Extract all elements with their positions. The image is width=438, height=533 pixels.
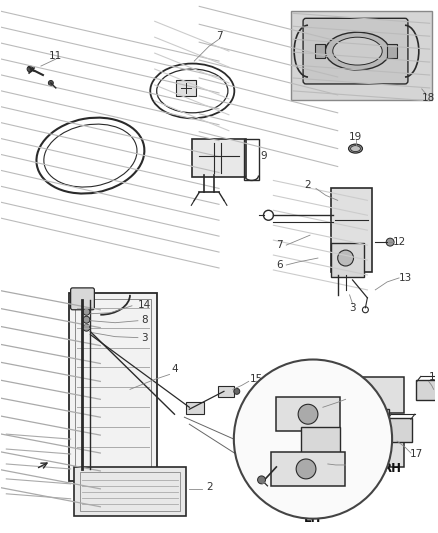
Circle shape: [83, 316, 90, 323]
FancyBboxPatch shape: [331, 243, 364, 277]
Circle shape: [258, 476, 265, 484]
FancyBboxPatch shape: [272, 452, 345, 486]
Text: 12: 12: [392, 237, 406, 247]
FancyBboxPatch shape: [69, 293, 157, 481]
FancyBboxPatch shape: [177, 80, 196, 96]
FancyBboxPatch shape: [218, 386, 234, 397]
FancyBboxPatch shape: [331, 188, 372, 272]
Text: 18: 18: [422, 93, 435, 103]
Circle shape: [386, 238, 394, 246]
Text: 17: 17: [410, 449, 424, 459]
Ellipse shape: [349, 144, 362, 153]
Text: 15: 15: [250, 374, 263, 384]
Circle shape: [353, 384, 375, 406]
Text: 16: 16: [346, 459, 359, 469]
Text: 19: 19: [349, 132, 362, 142]
Text: 5: 5: [349, 392, 356, 402]
FancyBboxPatch shape: [387, 44, 397, 58]
Text: 8: 8: [141, 314, 148, 325]
Circle shape: [298, 404, 318, 424]
Circle shape: [350, 438, 371, 460]
FancyBboxPatch shape: [356, 409, 389, 435]
Text: 14: 14: [138, 300, 152, 310]
Text: 3: 3: [349, 303, 356, 313]
FancyBboxPatch shape: [192, 139, 246, 177]
Circle shape: [234, 360, 392, 519]
Text: 2: 2: [206, 482, 212, 492]
FancyBboxPatch shape: [71, 288, 94, 310]
Text: RH: RH: [383, 463, 402, 475]
Text: 3: 3: [141, 333, 148, 343]
FancyBboxPatch shape: [276, 397, 340, 431]
FancyBboxPatch shape: [74, 467, 186, 516]
FancyBboxPatch shape: [303, 18, 408, 84]
Text: 2: 2: [305, 181, 311, 190]
Ellipse shape: [333, 37, 382, 65]
Text: 20: 20: [247, 479, 260, 489]
Text: 5: 5: [334, 365, 341, 375]
FancyBboxPatch shape: [315, 44, 325, 58]
Text: 7: 7: [215, 31, 223, 41]
Text: 1: 1: [428, 373, 435, 382]
Ellipse shape: [325, 32, 390, 70]
FancyBboxPatch shape: [291, 11, 432, 100]
Text: 11: 11: [49, 51, 63, 61]
Text: LH: LH: [304, 512, 321, 525]
Circle shape: [234, 389, 240, 394]
Circle shape: [296, 459, 316, 479]
FancyBboxPatch shape: [386, 418, 412, 442]
Text: 6: 6: [276, 260, 283, 270]
Text: 7: 7: [276, 240, 283, 250]
Ellipse shape: [350, 146, 360, 151]
FancyBboxPatch shape: [331, 431, 404, 467]
FancyBboxPatch shape: [336, 377, 404, 413]
Text: 4: 4: [171, 365, 178, 375]
Circle shape: [338, 250, 353, 266]
Text: 13: 13: [398, 273, 412, 283]
Circle shape: [27, 66, 33, 72]
Circle shape: [83, 308, 90, 315]
FancyBboxPatch shape: [416, 381, 438, 400]
Circle shape: [48, 80, 53, 85]
Text: 9: 9: [260, 151, 267, 160]
FancyBboxPatch shape: [301, 427, 340, 456]
Circle shape: [83, 324, 90, 331]
FancyBboxPatch shape: [186, 402, 204, 414]
